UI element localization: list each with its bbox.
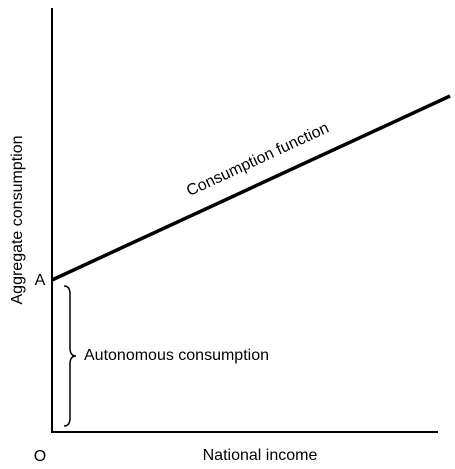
consumption-line [51,94,451,282]
x-axis-label: National income [203,447,318,464]
origin-label: O [34,448,46,465]
brace [63,285,77,427]
brace-label: Autonomous consumption [84,347,269,364]
y-axis-label: Aggregate consumption [9,136,26,305]
intercept-label: A [35,272,46,289]
